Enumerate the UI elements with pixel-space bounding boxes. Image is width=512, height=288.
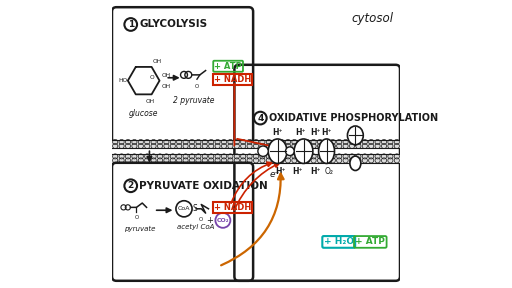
Text: OXIDATIVE PHOSPHORYLATION: OXIDATIVE PHOSPHORYLATION [269, 113, 438, 123]
Circle shape [216, 213, 230, 228]
Text: H⁺: H⁺ [295, 128, 306, 137]
Text: H⁺: H⁺ [322, 128, 332, 137]
Text: GLYCOLYSIS: GLYCOLYSIS [139, 20, 207, 29]
Ellipse shape [348, 126, 364, 145]
Text: pyruvate: pyruvate [124, 226, 155, 232]
Ellipse shape [294, 139, 313, 164]
Text: e⁻: e⁻ [270, 170, 280, 179]
Text: cytosol: cytosol [351, 12, 393, 24]
Text: H⁺: H⁺ [292, 167, 303, 176]
Text: H⁺: H⁺ [275, 167, 286, 176]
Text: 2: 2 [127, 181, 134, 190]
Text: acetyl CoA: acetyl CoA [177, 224, 214, 230]
Text: OH: OH [153, 59, 161, 64]
Text: + NADH: + NADH [214, 203, 251, 212]
Circle shape [258, 146, 268, 156]
Text: +: + [206, 216, 213, 225]
Text: O: O [198, 217, 203, 221]
Text: S: S [192, 204, 197, 213]
Circle shape [286, 147, 294, 156]
Text: H⁺: H⁺ [272, 128, 283, 137]
Text: O₂: O₂ [325, 167, 334, 176]
Text: + ATP: + ATP [355, 237, 385, 247]
Text: O: O [150, 75, 155, 80]
Text: OH: OH [162, 73, 171, 77]
Ellipse shape [318, 139, 334, 164]
Circle shape [254, 112, 267, 124]
Text: 4: 4 [257, 113, 264, 123]
Text: H⁺: H⁺ [350, 128, 360, 137]
Text: HO: HO [118, 78, 127, 83]
Text: OH: OH [162, 84, 171, 89]
Text: 2 pyruvate: 2 pyruvate [174, 96, 215, 105]
Text: H⁺: H⁺ [310, 128, 321, 137]
Text: PYRUVATE OXIDATION: PYRUVATE OXIDATION [139, 181, 268, 191]
Text: O: O [195, 84, 199, 88]
Bar [112, 140, 400, 148]
Bar [112, 154, 400, 163]
Text: + NADH: + NADH [214, 75, 251, 84]
Ellipse shape [268, 139, 287, 164]
Text: H⁺: H⁺ [310, 167, 321, 176]
Text: + ATP: + ATP [214, 62, 242, 71]
Text: glucose: glucose [129, 109, 158, 118]
Text: 1: 1 [127, 20, 134, 29]
Circle shape [124, 179, 137, 192]
Text: + H₂O: + H₂O [324, 237, 354, 247]
Text: OH: OH [145, 99, 155, 104]
Ellipse shape [350, 156, 361, 170]
Text: CO₂: CO₂ [217, 218, 229, 223]
Text: O: O [134, 215, 139, 219]
Text: CoA: CoA [178, 206, 190, 211]
Circle shape [176, 201, 192, 217]
